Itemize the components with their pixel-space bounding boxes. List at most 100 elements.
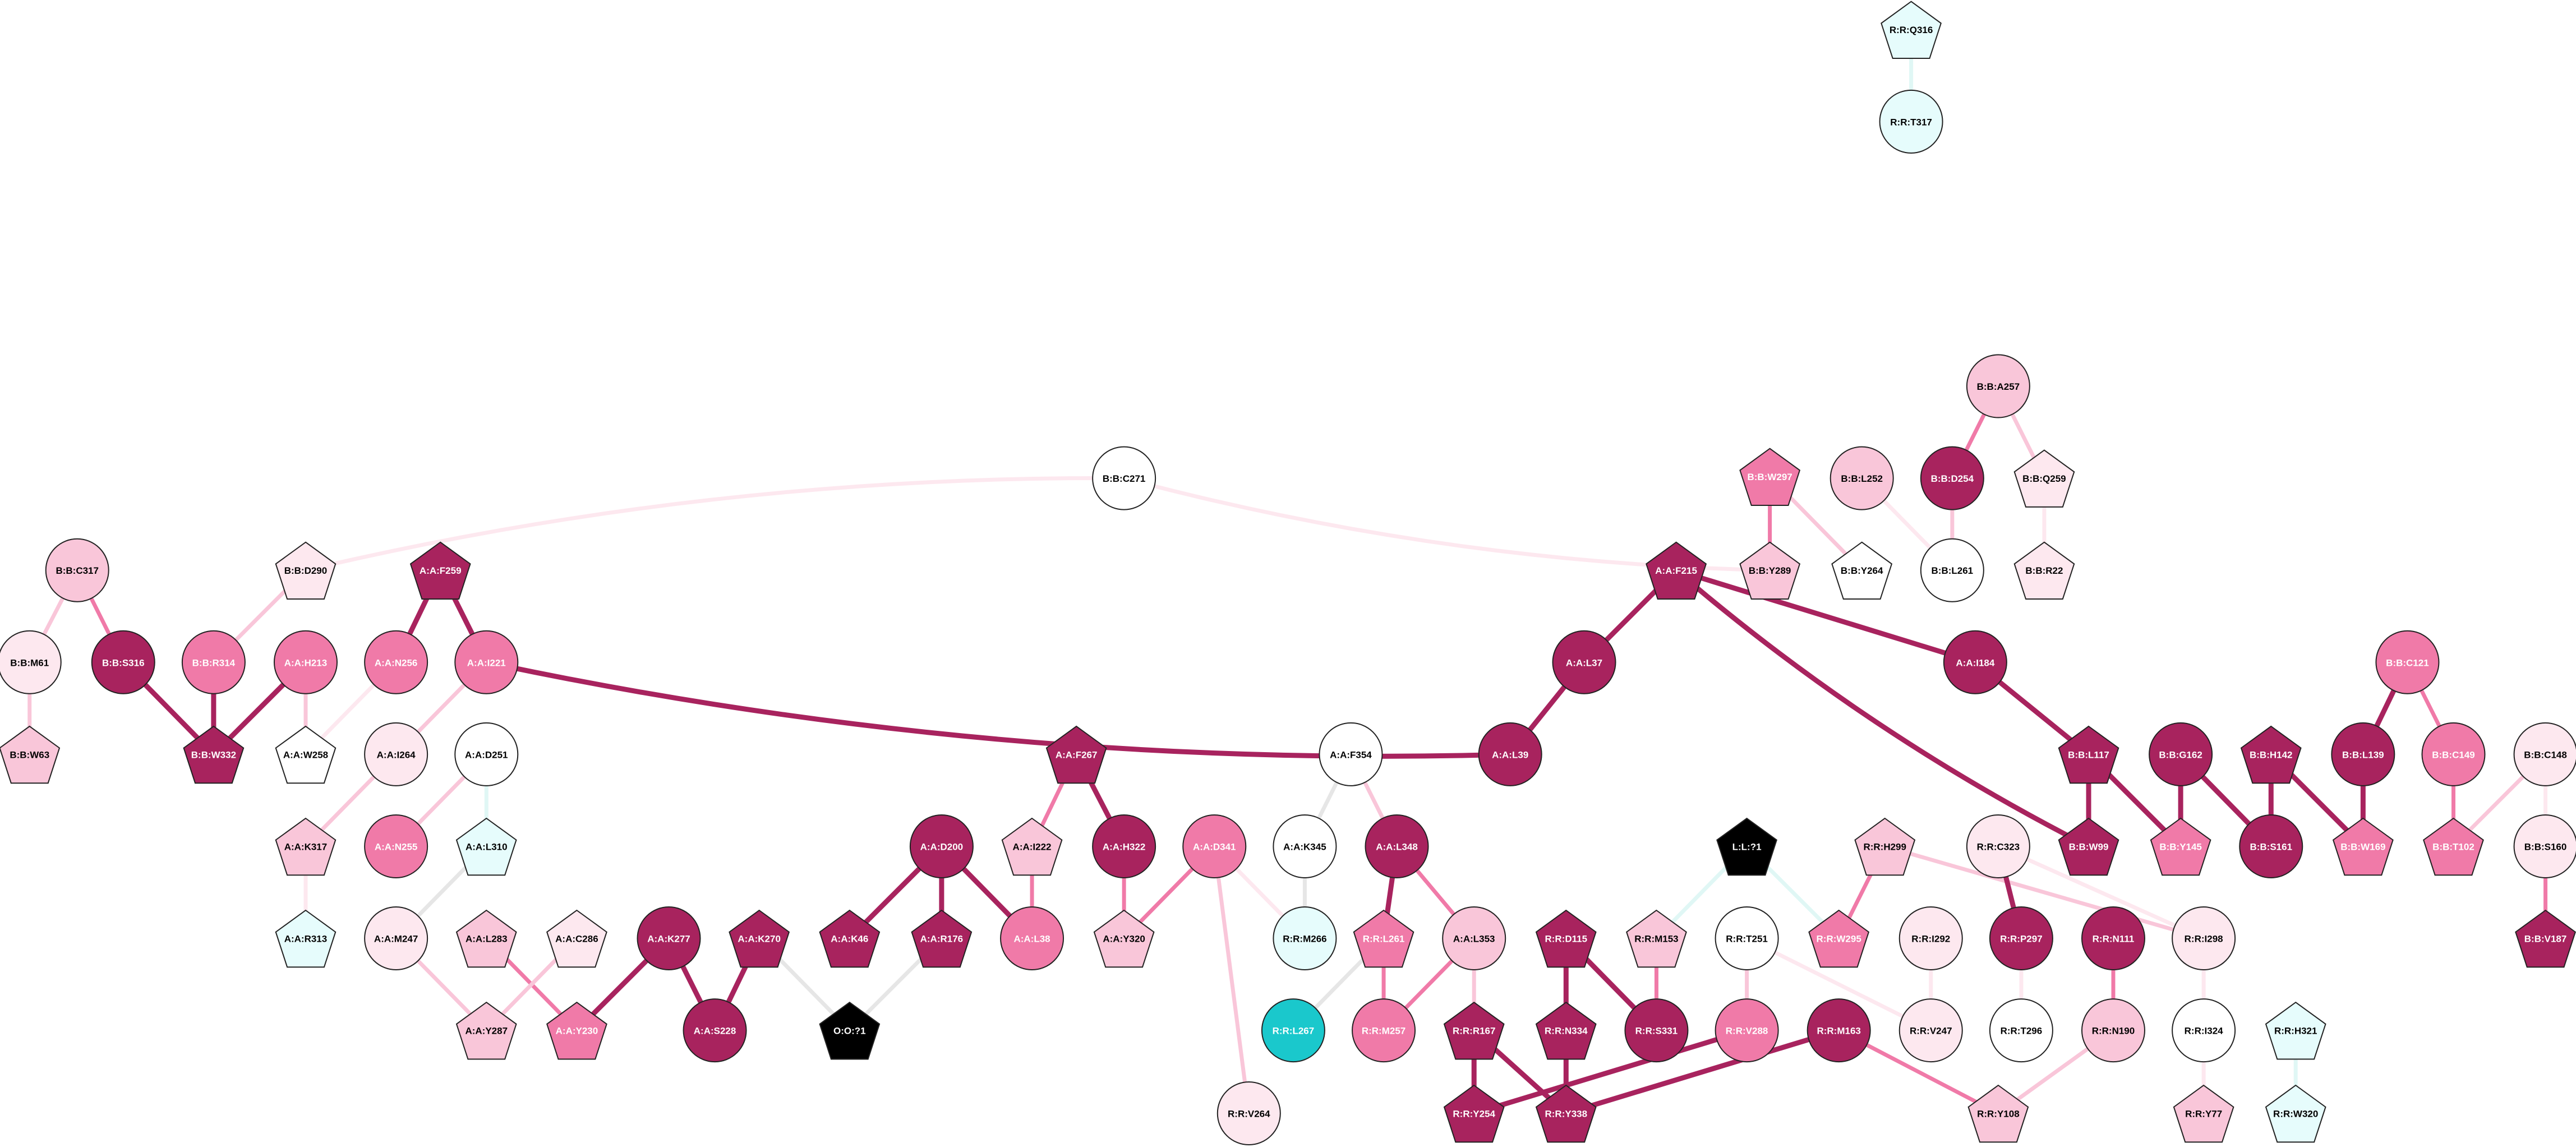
node-label: R:R:I292 [1911,934,1950,945]
node-label: A:A:K277 [647,934,690,945]
node-label: R:R:D115 [1545,934,1587,945]
node-label: A:A:L38 [1013,934,1050,945]
node-label: A:A:D251 [465,749,508,760]
node-shape [2013,541,2075,600]
node-shape [819,909,881,968]
node-label: B:B:R22 [2025,565,2063,576]
node: R:R:L267 [1261,998,1325,1063]
node-label: B:B:S160 [2524,841,2567,852]
node-label: A:A:I184 [1956,657,1995,668]
node-shape [819,1001,881,1060]
node-label: A:A:D341 [1193,841,1236,852]
node: R:R:C323 [1966,814,2030,878]
node-shape [1535,1084,1597,1143]
node-label: B:B:S161 [2250,841,2292,852]
node-shape [1478,722,1542,786]
node-shape [2058,817,2119,876]
node: A:A:K46 [819,909,881,968]
node-shape [1273,906,1337,971]
edge [1563,1028,1842,1116]
node-shape [2513,814,2576,878]
node: A:A:L348 [1365,814,1429,878]
node: B:B:S161 [2239,814,2303,878]
node: A:A:I184 [1943,630,2007,694]
node-label: A:A:I221 [467,657,506,668]
node-label: A:A:N255 [375,841,418,852]
node-shape [1273,814,1337,878]
node-shape [455,817,517,876]
node-label: R:R:T317 [1890,117,1932,127]
node-shape [1000,906,1064,971]
node-shape [1898,998,1963,1063]
node-label: R:R:N111 [2093,934,2135,945]
node-shape [1261,998,1325,1063]
node: R:R:P297 [1989,906,2053,971]
node: A:A:K345 [1273,814,1337,878]
node-shape [1535,1001,1597,1060]
node-shape [45,538,109,602]
node-shape [2150,817,2211,876]
node: R:R:W295 [1808,909,1870,968]
edge [1674,568,2091,849]
node-shape [275,725,337,784]
node-shape [2013,449,2075,508]
node-shape [546,1001,607,1060]
node-label: R:R:H299 [1863,841,1906,852]
edge [1674,568,1978,665]
node: B:B:C317 [45,538,109,602]
node: R:R:N111 [2081,906,2145,971]
node-label: A:A:F354 [1330,749,1372,760]
node-shape [2375,630,2440,694]
node-shape [1831,541,1893,600]
node-shape [364,722,428,786]
node-shape [2058,725,2119,784]
node-label: B:B:D290 [284,565,328,576]
node: A:A:N256 [364,630,428,694]
node-shape [2515,909,2576,968]
node-label: B:B:G162 [2159,749,2202,760]
node: R:R:Y254 [1443,1084,1505,1143]
node-shape [275,817,337,876]
node-shape [181,630,246,694]
node-label: B:B:H142 [2250,749,2293,760]
node-label: B:B:C271 [1103,473,1146,484]
node: A:A:L37 [1552,630,1616,694]
node: R:R:N334 [1535,1001,1597,1060]
node: A:A:H322 [1092,814,1156,878]
node-label: A:A:K345 [1283,841,1326,852]
node: R:R:V264 [1216,1081,1281,1145]
node-label: B:B:R314 [192,657,236,668]
node-shape [683,998,747,1063]
node-shape [1739,448,1801,506]
node-shape [1365,814,1429,878]
node-label: B:B:Y145 [2159,841,2202,852]
node: B:B:G162 [2149,722,2213,786]
node-label: A:A:F215 [1655,565,1697,576]
node-shape [91,630,155,694]
node: B:B:L252 [1830,446,1894,510]
node-shape [1967,1084,2029,1143]
node-shape [2081,998,2145,1063]
node: A:A:Y320 [1093,909,1155,968]
node-shape [2265,1001,2326,1060]
node-label: O:O:?1 [833,1026,866,1037]
node-label: B:B:W169 [2340,841,2385,852]
node-shape [1966,354,2030,418]
node: L:L:?1 [1716,817,1777,876]
node-shape [2081,906,2145,971]
node: B:B:S316 [91,630,155,694]
node: B:B:D254 [1920,446,1984,510]
node-shape [1920,538,1984,602]
node: R:R:I292 [1898,906,1963,971]
node-shape [1045,725,1107,784]
node: B:B:C121 [2375,630,2440,694]
node-shape [2240,725,2302,784]
node-label: R:R:M163 [1817,1026,1860,1037]
node: A:A:F267 [1045,725,1107,784]
node: R:R:T251 [1715,906,1779,971]
node-label: B:B:A257 [1977,381,2020,392]
node: B:B:Q259 [2013,449,2075,508]
node-label: R:R:L261 [1363,934,1405,945]
node-shape [275,541,337,600]
node-shape [1739,541,1801,600]
